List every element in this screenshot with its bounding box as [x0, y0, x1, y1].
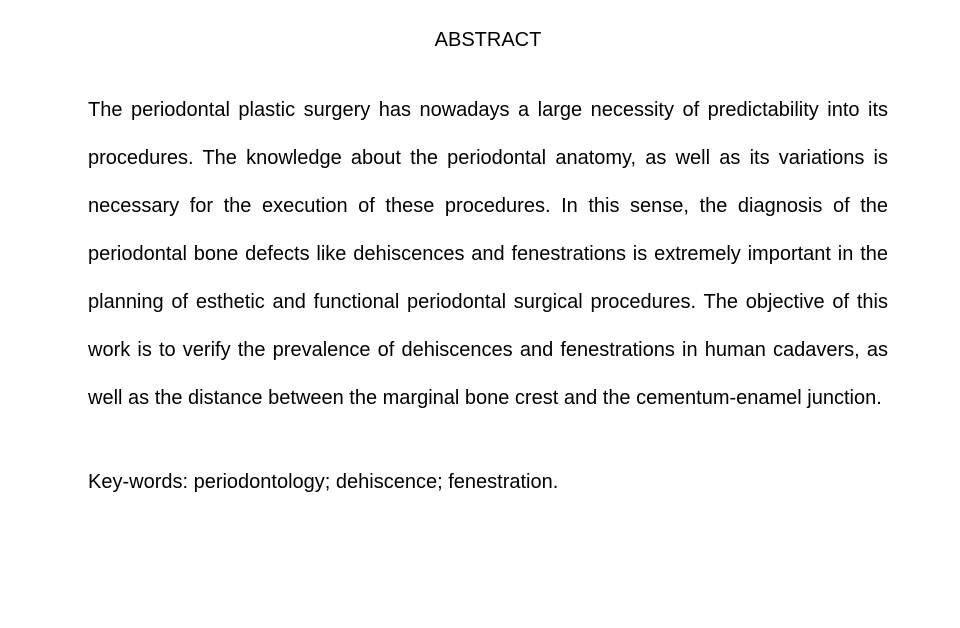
abstract-body: The periodontal plastic surgery has nowa… [88, 86, 888, 422]
abstract-title: ABSTRACT [88, 28, 888, 52]
document-page: ABSTRACT The periodontal plastic surgery… [0, 0, 960, 628]
abstract-keywords: Key-words: periodontology; dehiscence; f… [88, 470, 888, 494]
